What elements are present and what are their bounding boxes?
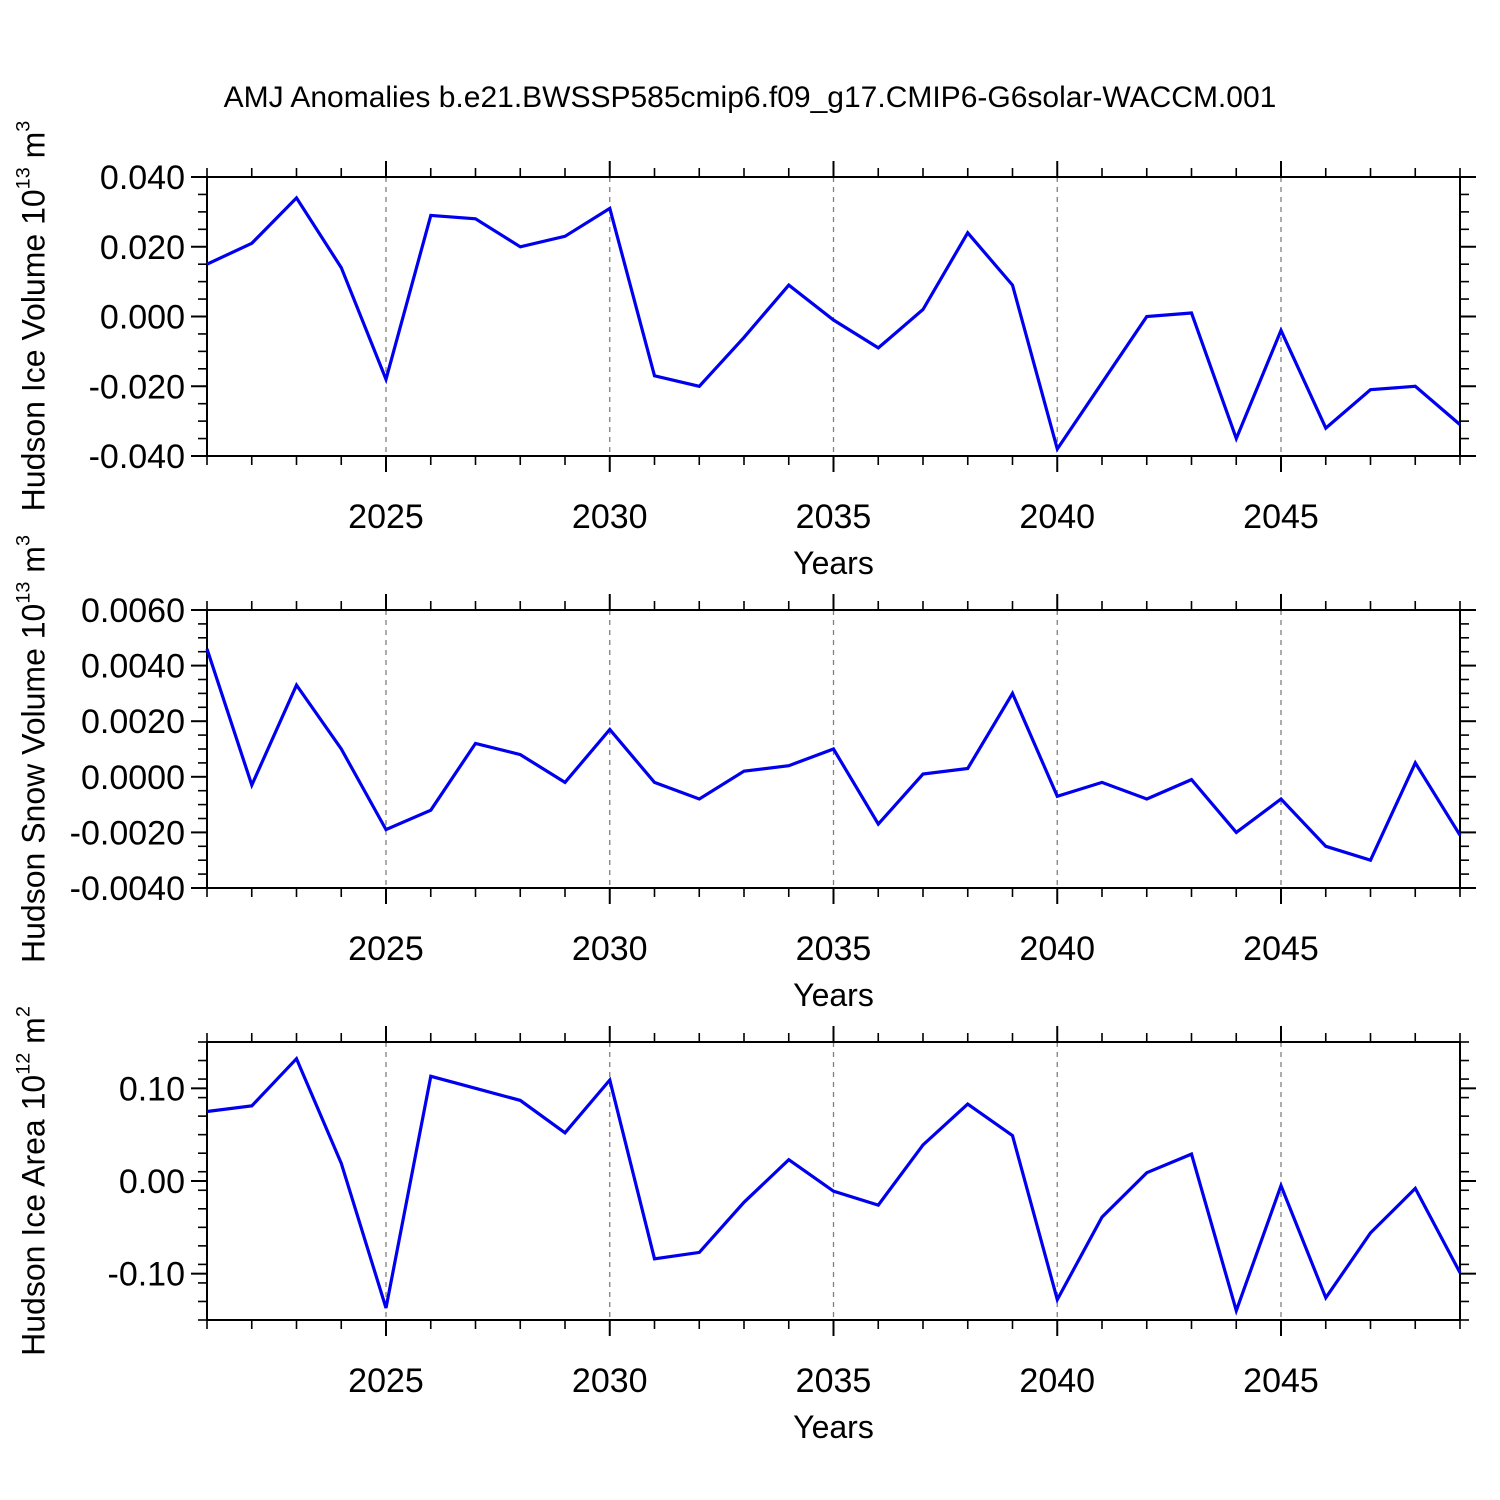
x-tick-label: 2025 — [348, 1362, 424, 1400]
ylabel-text: Hudson Ice Area 10 — [15, 1074, 52, 1356]
ylabel-snow-volume: Hudson Snow Volume 1013 m3 — [12, 535, 53, 963]
y-tick-label: -0.020 — [89, 368, 185, 406]
y-tick-label: 0.0000 — [81, 759, 185, 797]
ylabel-text: Hudson Ice Volume 10 — [15, 189, 52, 512]
plot-box — [206, 1041, 1461, 1321]
ylabel-text: m — [15, 546, 52, 582]
y-tick-label: 0.0020 — [81, 703, 185, 741]
ylabel-ice-volume: Hudson Ice Volume 1013 m3 — [12, 120, 53, 512]
superscript: 3 — [12, 535, 35, 547]
y-tick-label: 0.0040 — [81, 648, 185, 686]
y-tick-label: -0.10 — [108, 1256, 186, 1294]
y-tick-label: 0.020 — [100, 229, 185, 267]
plot-box — [206, 176, 1461, 457]
y-tick-label: 0.000 — [100, 299, 185, 337]
ylabel-text: Hudson Snow Volume 10 — [15, 603, 52, 963]
series-line-hudson-snow-volume — [205, 648, 1462, 863]
y-tick-label: 0.10 — [119, 1070, 185, 1108]
x-tick-label: 2045 — [1243, 498, 1319, 536]
xlabel-years-panel2: Years — [793, 977, 874, 1013]
ylabel-ice-area: Hudson Ice Area 1012 m2 — [12, 1006, 53, 1356]
x-tick-label: 2045 — [1243, 930, 1319, 968]
series-line-hudson-ice-area — [206, 1055, 1462, 1316]
y-tick-label: -0.0020 — [70, 814, 185, 852]
y-tick-label: 0.040 — [100, 159, 185, 197]
y-tick-label: 0.00 — [119, 1163, 185, 1201]
x-tick-label: 2030 — [572, 930, 648, 968]
x-tick-label: 2045 — [1243, 1362, 1319, 1400]
superscript: 13 — [12, 581, 35, 604]
x-tick-label: 2025 — [348, 498, 424, 536]
y-tick-label: -0.040 — [89, 438, 185, 476]
xlabel-years-panel1: Years — [793, 545, 874, 581]
x-tick-label: 2035 — [796, 498, 872, 536]
ylabel-text: m — [15, 131, 52, 168]
superscript: 12 — [12, 1052, 35, 1075]
y-tick-label: 0.0060 — [81, 592, 185, 630]
ylabel-text: m — [15, 1017, 52, 1053]
series-line-hudson-ice-volume — [206, 195, 1462, 453]
superscript: 3 — [12, 120, 35, 132]
superscript: 2 — [12, 1006, 35, 1018]
xlabel-years-panel3: Years — [793, 1409, 874, 1445]
x-tick-label: 2035 — [796, 930, 872, 968]
x-tick-label: 2040 — [1019, 930, 1095, 968]
y-tick-label: -0.0040 — [70, 870, 185, 908]
x-tick-label: 2030 — [572, 1362, 648, 1400]
x-tick-label: 2040 — [1019, 1362, 1095, 1400]
x-tick-label: 2025 — [348, 930, 424, 968]
superscript: 13 — [12, 167, 35, 190]
x-tick-label: 2030 — [572, 498, 648, 536]
chart-title: AMJ Anomalies b.e21.BWSSP585cmip6.f09_g1… — [223, 81, 1277, 114]
plot-box — [206, 609, 1461, 889]
x-tick-label: 2035 — [796, 1362, 872, 1400]
x-tick-label: 2040 — [1019, 498, 1095, 536]
